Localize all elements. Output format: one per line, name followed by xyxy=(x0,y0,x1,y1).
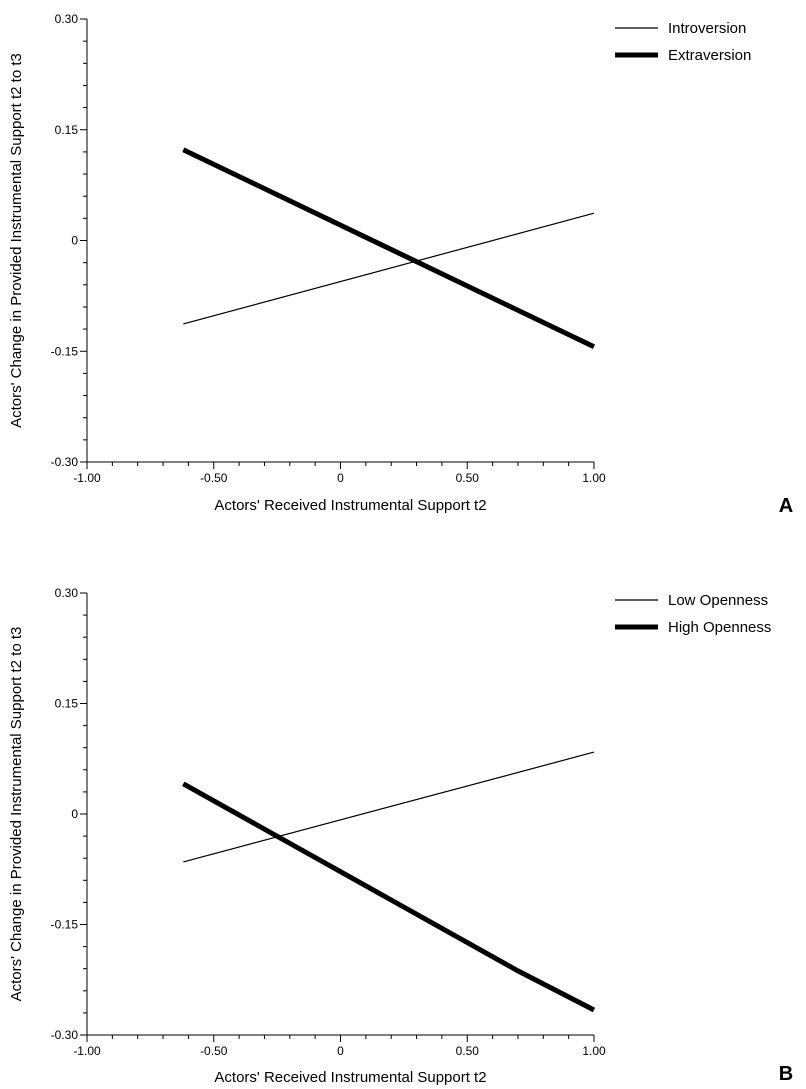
x-tick-label: 0.50 xyxy=(456,471,480,485)
legend-label: High Openness xyxy=(668,619,771,636)
y-tick-label: 0.15 xyxy=(55,697,79,711)
y-tick-label: -0.15 xyxy=(51,918,79,932)
y-axis-label: Actors' Change in Provided Instrumental … xyxy=(8,627,25,1002)
legend-label: Introversion xyxy=(668,20,746,37)
chart-panel-b: -0.30 -0.15 0 0.15 0.30 -1.00 -0.50 0 0.50 1.00 Ac… xyxy=(8,586,793,1086)
x-tick-label: -0.50 xyxy=(200,1044,228,1058)
y-tick-label: -0.15 xyxy=(51,344,79,358)
y-tick-label: 0.30 xyxy=(55,12,79,26)
x-tick-label: 0 xyxy=(337,471,344,485)
y-tick-label: 0 xyxy=(71,234,78,248)
series-line-introversion xyxy=(183,212,595,325)
y-tick-label: 0.30 xyxy=(55,586,79,600)
legend-label: Low Openness xyxy=(668,592,768,609)
x-tick-label: 0 xyxy=(337,1044,344,1058)
series-line-low-openness xyxy=(183,751,595,863)
series-line-extraversion xyxy=(182,147,596,350)
panel-letter: B xyxy=(779,1063,793,1085)
y-tick-label: -0.30 xyxy=(51,1028,79,1042)
y-tick-label: 0 xyxy=(71,807,78,821)
x-tick-label: 0.50 xyxy=(456,1044,480,1058)
chart-panel-a: -0.30 -0.15 0 0.15 0.30 -1.00 -0.50 0 0.50 1.00 Ac… xyxy=(8,12,793,517)
panel-letter: A xyxy=(779,495,793,517)
x-tick-label: 1.00 xyxy=(582,1044,606,1058)
y-tick-label: -0.30 xyxy=(51,455,79,469)
x-axis-label: Actors' Received Instrumental Support t2 xyxy=(214,1069,486,1086)
x-tick-label: -0.50 xyxy=(200,471,228,485)
x-axis-label: Actors' Received Instrumental Support t2 xyxy=(214,497,486,514)
x-tick-label: 1.00 xyxy=(582,471,606,485)
y-tick-label: 0.15 xyxy=(55,123,79,137)
x-tick-label: -1.00 xyxy=(73,1044,101,1058)
series-line-high-openness xyxy=(182,781,596,1013)
x-tick-label: -1.00 xyxy=(73,471,101,485)
y-axis-label: Actors' Change in Provided Instrumental … xyxy=(8,53,25,428)
legend-label: Extraversion xyxy=(668,47,751,64)
